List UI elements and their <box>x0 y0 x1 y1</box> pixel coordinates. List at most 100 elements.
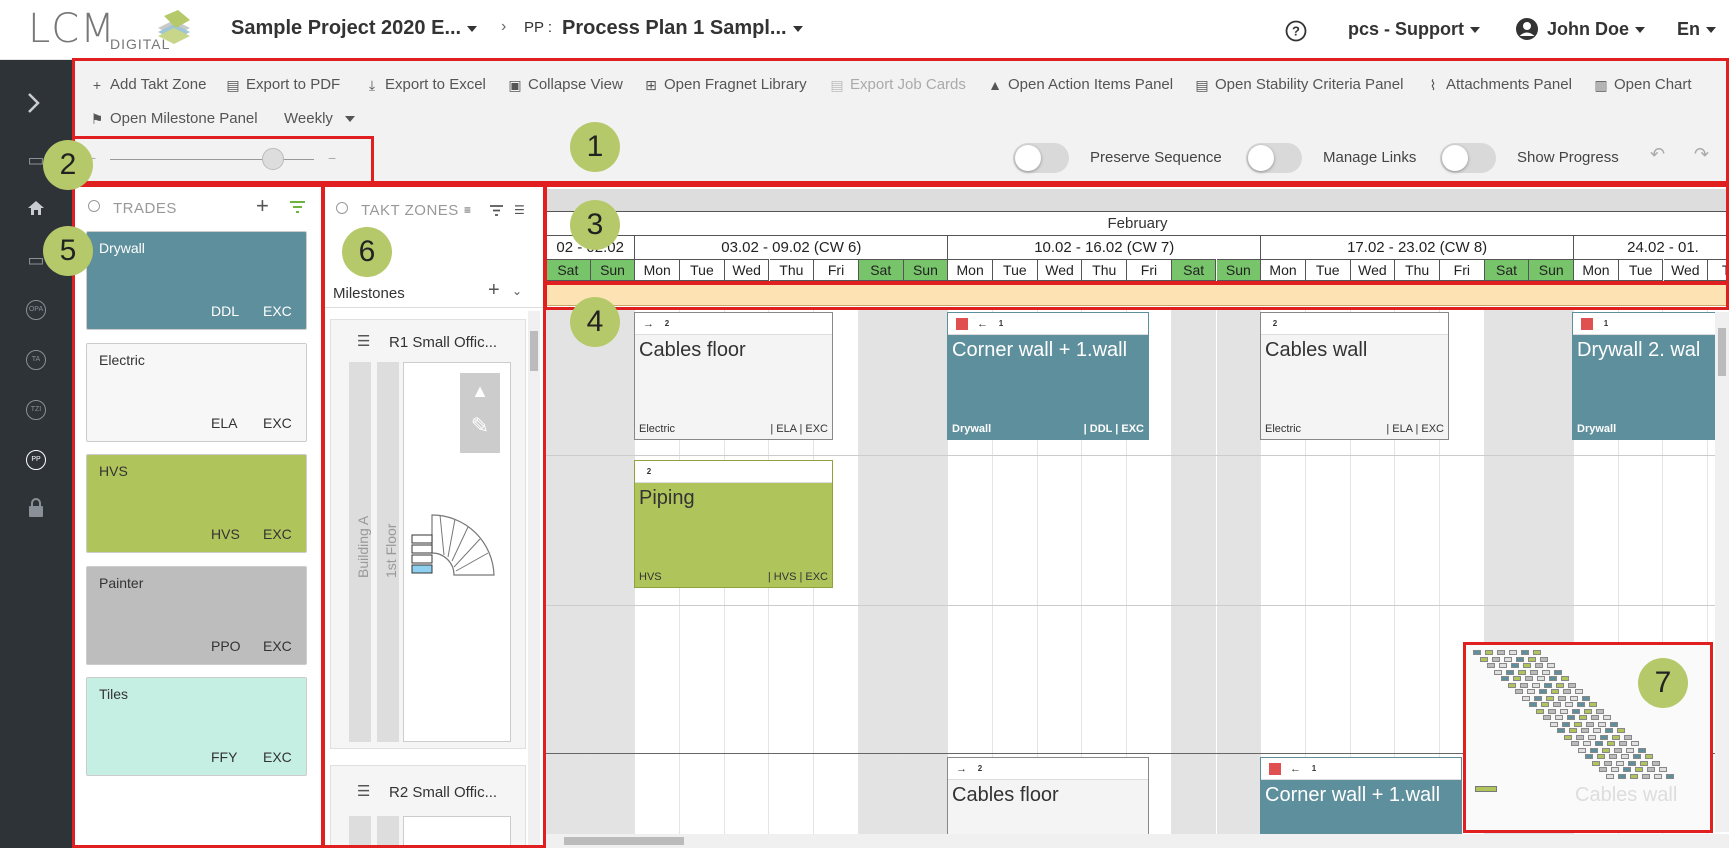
add-trade-icon[interactable]: + <box>256 193 269 218</box>
zone-name: R1 Small Offic... <box>389 334 498 351</box>
export-job-cards-button[interactable]: ▤ Export Job Cards <box>830 76 966 93</box>
minimap-cell <box>1562 721 1570 727</box>
calendar-top-band <box>546 189 1729 211</box>
show-progress-toggle[interactable] <box>1440 143 1496 173</box>
task-card[interactable]: ← 1 Corner wall + 1.wall Drywall | DDL |… <box>947 312 1149 440</box>
open-milestone-panel-button[interactable]: ⚑ Open Milestone Panel <box>90 110 258 127</box>
grid-column[interactable] <box>858 307 904 834</box>
minimap-cell <box>1536 708 1544 714</box>
lock-icon[interactable] <box>28 498 44 518</box>
radio-icon[interactable] <box>88 200 100 212</box>
grid-column[interactable] <box>546 307 591 834</box>
stop-icon[interactable] <box>1269 763 1281 775</box>
help-icon[interactable]: ? <box>1285 20 1307 42</box>
grid-column[interactable] <box>1171 307 1217 834</box>
minimap-cell <box>1572 708 1580 714</box>
export-excel-button[interactable]: ⤓ Export to Excel <box>365 76 486 93</box>
scrollbar-thumb[interactable] <box>1718 328 1726 376</box>
support-menu[interactable]: pcs - Support <box>1348 19 1480 40</box>
grid-column[interactable] <box>590 307 636 834</box>
arrow-right-icon[interactable]: → <box>643 318 654 330</box>
undo-icon[interactable]: ↶ <box>1650 144 1666 164</box>
sort-icon[interactable]: ≡ <box>464 203 472 217</box>
task-card[interactable]: 1 Drywall 2. wal Drywall <box>1572 312 1729 440</box>
trade-card[interactable]: Tiles FFY EXC <box>86 677 307 776</box>
chevron-right-icon[interactable] <box>26 92 42 114</box>
task-card[interactable]: → 2 Cables floor <box>947 757 1149 848</box>
takt-zone-card[interactable]: ☰ R1 Small Offic... Building A 1st Floor… <box>330 319 526 749</box>
minimap-cell <box>1626 747 1634 753</box>
arrow-right-icon[interactable]: → <box>956 763 967 775</box>
list-icon[interactable]: ☰ <box>514 203 525 217</box>
open-stability-criteria-button[interactable]: ▤ Open Stability Criteria Panel <box>1195 76 1404 93</box>
pp-icon[interactable]: PP <box>26 450 46 470</box>
plus-icon: + <box>92 76 102 93</box>
milestone-band[interactable] <box>546 282 1729 306</box>
radio-icon[interactable] <box>336 202 348 214</box>
home-icon[interactable] <box>27 200 45 216</box>
user-menu[interactable]: John Doe <box>1547 19 1646 40</box>
language-menu[interactable]: En <box>1677 19 1717 40</box>
task-codes: | DDL | EXC <box>1083 423 1144 435</box>
task-card[interactable]: 2 Piping HVS | HVS | EXC <box>634 460 833 588</box>
folder-icon[interactable]: ▭ <box>27 150 45 170</box>
zones-scrollbar[interactable] <box>528 311 540 848</box>
day-header: Tue <box>1618 259 1664 281</box>
manage-links-toggle[interactable] <box>1246 143 1302 173</box>
attachments-panel-button[interactable]: ⌇ Attachments Panel <box>1426 76 1572 93</box>
grid-column[interactable] <box>1216 307 1262 834</box>
view-mode-dropdown[interactable]: Weekly <box>284 110 355 127</box>
redo-icon[interactable]: ↷ <box>1694 144 1710 164</box>
floor-plan-diagram <box>411 514 495 576</box>
takt-zone-card[interactable]: ☰ R2 Small Offic... <box>330 765 526 848</box>
minimap-cell <box>1533 650 1541 655</box>
task-card[interactable]: 2 Cables wall Electric | ELA | EXC <box>1260 312 1449 440</box>
stop-icon[interactable] <box>956 318 968 330</box>
lcm-digital-logo[interactable]: LCM DIGITAL <box>22 4 202 54</box>
minimap-cell <box>1560 708 1568 714</box>
plan-selector[interactable]: Process Plan 1 Sampl... <box>562 17 803 40</box>
opa-icon[interactable]: OPA <box>26 300 46 320</box>
task-trade: Electric <box>1265 423 1302 435</box>
scrollbar-thumb[interactable] <box>530 331 538 371</box>
zoom-slider-track[interactable] <box>110 159 314 160</box>
stop-icon[interactable] <box>1581 318 1593 330</box>
add-milestone-icon[interactable]: + <box>488 279 500 301</box>
arrow-left-icon[interactable]: ← <box>1290 763 1301 775</box>
calendar-vertical-scrollbar[interactable] <box>1715 312 1729 832</box>
add-takt-zone-button[interactable]: + Add Takt Zone <box>90 76 207 93</box>
zoom-slider-handle[interactable] <box>262 148 284 170</box>
task-card[interactable]: ← 1 Corner wall + 1.wall <box>1260 757 1462 848</box>
chevron-down-icon[interactable]: ⌄ <box>512 284 523 298</box>
grid-column[interactable] <box>903 307 949 834</box>
collapse-view-button[interactable]: ▣ Collapse View <box>508 76 623 93</box>
open-fragnet-library-button[interactable]: ⊞ Open Fragnet Library <box>645 76 807 93</box>
day-header: Tue <box>680 259 725 281</box>
project-selector[interactable]: Sample Project 2020 E... <box>231 17 478 40</box>
user-avatar-icon[interactable] <box>1515 17 1539 41</box>
image-icon[interactable]: ▲ <box>471 381 489 401</box>
preserve-sequence-toggle[interactable] <box>1013 143 1069 173</box>
open-action-items-button[interactable]: ▲ Open Action Items Panel <box>988 76 1174 93</box>
zoom-in-icon[interactable]: − <box>328 150 337 166</box>
calendar-horizontal-scrollbar[interactable] <box>546 834 1729 848</box>
filter-icon[interactable] <box>290 201 305 213</box>
tzi-icon[interactable]: TZI <box>26 400 46 420</box>
scrollbar-thumb[interactable] <box>564 837 684 845</box>
minimap-cell <box>1541 702 1549 707</box>
open-chart-button[interactable]: ▥ Open Chart <box>1594 76 1692 93</box>
folder-open-icon[interactable]: ▭ <box>27 250 45 270</box>
trade-card[interactable]: HVS HVS EXC <box>86 454 307 553</box>
trade-card[interactable]: Electric ELA EXC <box>86 342 307 442</box>
drag-handle-icon[interactable]: ☰ <box>357 333 371 350</box>
drag-handle-icon[interactable]: ☰ <box>357 783 371 800</box>
filter-icon[interactable] <box>490 205 503 216</box>
arrow-left-icon[interactable]: ← <box>977 318 988 330</box>
edit-pencil-icon[interactable]: ✎ <box>470 413 490 438</box>
export-pdf-button[interactable]: ▤ Export to PDF <box>226 76 341 93</box>
ta-icon[interactable]: TA <box>26 350 46 370</box>
task-card[interactable]: → 2 Cables floor Electric | ELA | EXC <box>634 312 833 440</box>
trade-card[interactable]: Painter PPO EXC <box>86 565 307 665</box>
trade-card[interactable]: Drywall DDL EXC <box>86 231 307 330</box>
minimap-cell <box>1593 728 1601 733</box>
